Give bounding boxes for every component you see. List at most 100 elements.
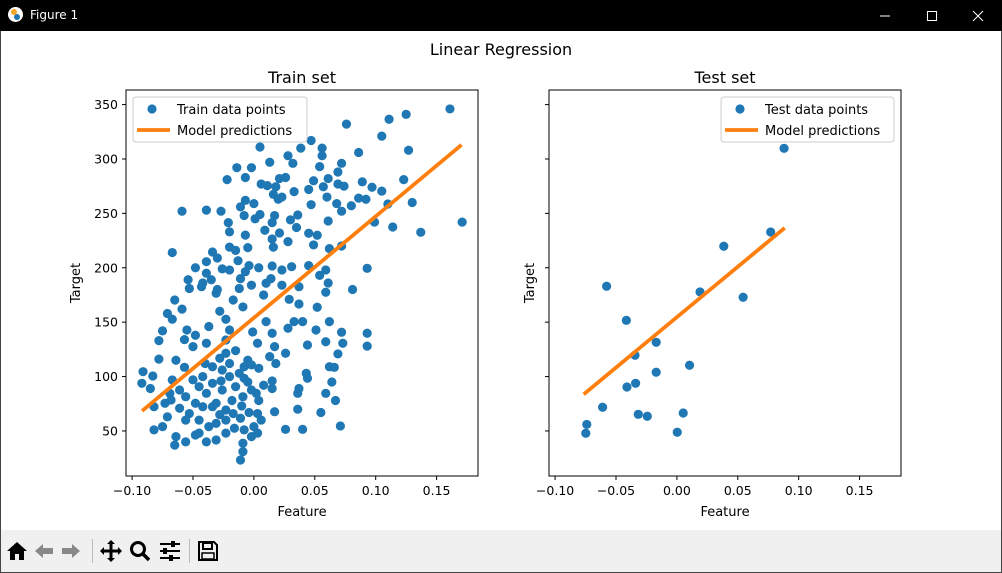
legend: Train data points Model predictions: [132, 96, 308, 143]
data-point: [238, 438, 248, 448]
close-button[interactable]: [955, 0, 1001, 31]
data-point: [224, 358, 235, 369]
data-point: [238, 392, 248, 402]
data-point: [207, 378, 218, 388]
data-point: [196, 282, 207, 292]
data-point: [231, 346, 241, 356]
data-point: [317, 143, 327, 153]
data-point: [188, 375, 198, 385]
data-point: [157, 422, 168, 432]
data-point: [322, 192, 332, 202]
data-point: [271, 182, 281, 192]
regression-line: [582, 226, 786, 396]
x-tick-label: −0.10: [113, 483, 151, 498]
data-point: [312, 230, 322, 240]
data-point: [252, 408, 263, 419]
data-point: [234, 368, 244, 378]
data-point: [194, 382, 204, 392]
data-point: [224, 371, 235, 382]
zoom-button[interactable]: [128, 539, 152, 563]
data-point: [239, 362, 249, 372]
legend-marker-points: [735, 104, 745, 114]
figure-svg: Linear Regression −0.10 −0.05 0.00 0.05 0.10…: [69, 40, 902, 520]
data-point: [323, 278, 333, 288]
data-point: [190, 330, 201, 340]
data-point: [182, 325, 192, 335]
data-point: [293, 404, 303, 414]
back-icon: [35, 544, 53, 558]
forward-button[interactable]: [59, 539, 83, 563]
data-point: [221, 348, 231, 358]
data-point: [190, 398, 201, 408]
data-point: [277, 280, 287, 290]
x-tick-label: −0.05: [174, 483, 212, 498]
minimize-button[interactable]: [862, 0, 908, 31]
data-point: [346, 201, 356, 211]
data-point: [267, 234, 277, 244]
data-point: [684, 360, 695, 370]
data-point: [315, 161, 325, 172]
data-point: [288, 158, 298, 168]
data-point: [207, 362, 218, 372]
pan-button[interactable]: [99, 539, 123, 563]
data-point: [377, 186, 387, 196]
data-point: [216, 376, 226, 386]
data-point: [211, 435, 221, 445]
data-point: [217, 385, 227, 395]
data-point: [240, 195, 250, 205]
home-button[interactable]: [5, 539, 29, 563]
data-point: [238, 447, 248, 457]
maximize-button[interactable]: [909, 0, 955, 31]
data-point: [678, 408, 688, 418]
data-point: [302, 340, 313, 350]
axes-train[interactable]: −0.10 −0.05 0.00 0.05 0.10 0.15 50 100 150 200 250…: [69, 68, 479, 520]
data-point: [166, 395, 176, 405]
legend-label: Test data points: [764, 103, 868, 118]
data-point: [622, 382, 632, 392]
data-point: [179, 362, 190, 372]
data-point: [223, 218, 233, 228]
data-point: [259, 380, 269, 390]
configure-subplots-icon: [160, 541, 180, 561]
save-button[interactable]: [196, 539, 220, 563]
back-button[interactable]: [32, 539, 56, 563]
data-point: [304, 184, 314, 195]
x-tick-label: −0.05: [597, 483, 635, 498]
data-point: [321, 287, 331, 297]
data-point: [233, 256, 243, 266]
home-icon: [7, 542, 27, 560]
data-point: [254, 263, 264, 273]
data-point: [246, 360, 257, 370]
figure-canvas[interactable]: Linear Regression −0.10 −0.05 0.00 0.05 0.10…: [1, 31, 1001, 530]
data-point: [289, 187, 299, 197]
data-point: [235, 455, 246, 465]
data-point: [262, 181, 272, 191]
data-point: [779, 143, 789, 153]
data-point: [211, 418, 221, 428]
data-point: [246, 163, 257, 173]
data-point: [170, 295, 180, 305]
data-point: [321, 265, 331, 275]
data-point: [280, 348, 291, 358]
data-point: [232, 163, 242, 173]
data-point: [234, 283, 244, 294]
data-point: [308, 176, 319, 186]
configure-subplots-button[interactable]: [158, 539, 182, 563]
data-point: [228, 408, 238, 419]
data-point: [224, 325, 235, 335]
data-point: [271, 358, 281, 369]
x-tick-label: −0.10: [536, 483, 574, 498]
data-point: [221, 428, 231, 438]
data-point: [148, 371, 158, 381]
data-point: [252, 338, 263, 348]
data-point: [181, 437, 191, 447]
minimize-icon: [880, 15, 890, 16]
data-point: [301, 368, 311, 378]
toolbar-separator: [189, 539, 190, 563]
axes-frame: [548, 89, 902, 477]
data-point: [651, 367, 661, 377]
data-point: [201, 338, 211, 348]
axes-test[interactable]: −0.10 −0.05 0.00 0.05 0.10 0.15 Test set Featur…: [523, 68, 902, 520]
data-point: [217, 264, 227, 274]
data-point: [222, 175, 232, 185]
